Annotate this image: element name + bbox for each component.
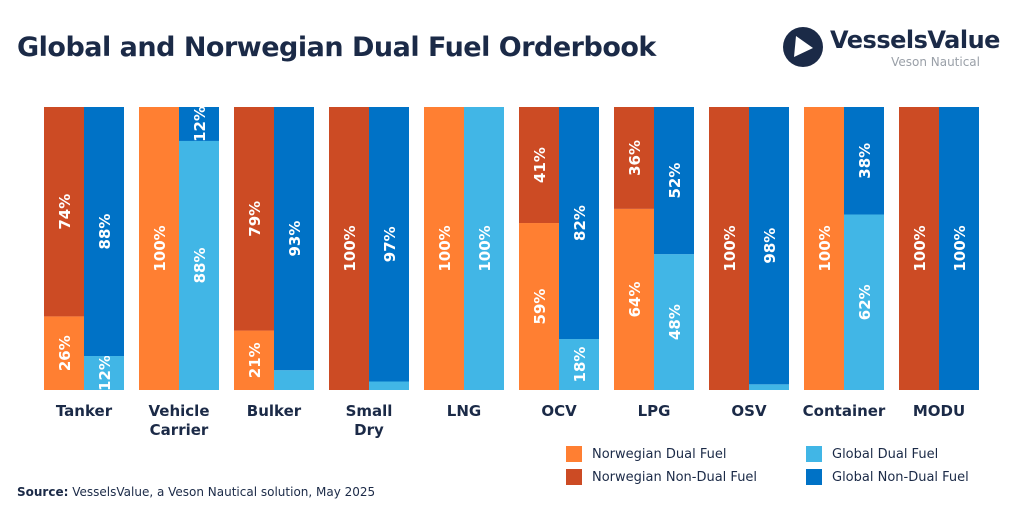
data-label: 48% (666, 304, 684, 340)
category-label: OSV (731, 402, 767, 420)
data-label: 18% (571, 347, 589, 383)
bar-norwegian-dual-fuel (424, 107, 464, 390)
bar-global-dual-fuel (654, 254, 694, 390)
logo-icon (783, 27, 823, 67)
legend-label: Global Non-Dual Fuel (832, 469, 969, 485)
category-label: Vehicle Carrier (148, 402, 210, 439)
legend-swatch (806, 446, 822, 462)
data-label: 100% (436, 225, 454, 271)
data-label: 41% (531, 147, 549, 183)
category-label: Tanker (55, 402, 113, 420)
bar-norwegian-dual-fuel (519, 223, 559, 390)
data-label: 79% (246, 201, 264, 237)
bar-norwegian-non-dual-fuel (899, 107, 939, 390)
data-label: 98% (761, 228, 779, 264)
category-label: Bulker (246, 402, 302, 420)
category-label: LNG (446, 402, 482, 420)
data-label: 36% (626, 140, 644, 176)
data-label: 88% (191, 248, 209, 284)
data-label: 62% (856, 284, 874, 320)
bar-norwegian-dual-fuel (139, 107, 179, 390)
data-label: 97% (381, 226, 399, 262)
category-label: Small Dry (345, 402, 393, 439)
bar-global-non-dual-fuel (654, 107, 694, 255)
data-label: 38% (856, 143, 874, 179)
category-label: LPG (637, 402, 671, 420)
category-label: OCV (541, 402, 577, 420)
bar-global-non-dual-fuel (179, 107, 219, 141)
legend-norwegian-non-dual: Norwegian Non-Dual Fuel (566, 469, 757, 485)
source-note: Source: VesselsValue, a Veson Nautical s… (17, 485, 375, 499)
legend-label: Norwegian Non-Dual Fuel (592, 469, 758, 485)
category-label: Container (802, 402, 886, 420)
bar-global-dual-fuel (369, 381, 409, 390)
legend: Norwegian Dual Fuel Global Dual Fuel Nor… (566, 446, 996, 496)
legend-swatch (566, 446, 582, 462)
source-text: VesselsValue, a Veson Nautical solution,… (72, 485, 376, 499)
logo-subtitle: Veson Nautical (891, 55, 980, 69)
bar-global-non-dual-fuel (274, 107, 314, 371)
bar-norwegian-non-dual-fuel (329, 107, 369, 390)
data-label: 100% (151, 225, 169, 271)
data-label: 12% (96, 355, 114, 391)
data-label: 82% (571, 205, 589, 241)
bar-global-dual-fuel (464, 107, 504, 390)
data-label: 64% (626, 281, 644, 317)
bar-global-dual-fuel (274, 370, 314, 390)
data-label: 88% (96, 214, 114, 250)
bar-norwegian-non-dual-fuel (709, 107, 749, 390)
bar-norwegian-dual-fuel (804, 107, 844, 390)
bar-norwegian-dual-fuel (44, 316, 84, 390)
legend-swatch (806, 469, 822, 485)
bar-global-non-dual-fuel (84, 107, 124, 357)
legend-global-dual: Global Dual Fuel (806, 446, 938, 462)
data-label: 59% (531, 289, 549, 325)
bar-global-dual-fuel (749, 384, 789, 390)
data-label: 100% (476, 225, 494, 271)
bar-global-dual-fuel (559, 339, 599, 390)
logo-name: VesselsValue (830, 26, 1000, 54)
data-label: 12% (191, 106, 209, 142)
bar-norwegian-dual-fuel (614, 208, 654, 390)
bar-global-non-dual-fuel (939, 107, 979, 390)
bar-norwegian-non-dual-fuel (44, 107, 84, 317)
legend-swatch (566, 469, 582, 485)
data-label: 100% (911, 225, 929, 271)
chart-title: Global and Norwegian Dual Fuel Orderbook (17, 32, 656, 63)
bar-norwegian-dual-fuel (234, 330, 274, 390)
bar-norwegian-non-dual-fuel (519, 107, 559, 224)
data-label: 100% (816, 225, 834, 271)
legend-label: Global Dual Fuel (832, 446, 939, 462)
data-label: 74% (56, 194, 74, 230)
bar-norwegian-non-dual-fuel (614, 107, 654, 209)
bar-global-dual-fuel (179, 140, 219, 390)
data-label: 100% (951, 225, 969, 271)
vesselsvalue-logo: VesselsValue Veson Nautical (782, 24, 1000, 74)
data-label: 26% (56, 335, 74, 371)
data-label: 52% (666, 163, 684, 199)
bar-global-dual-fuel (844, 214, 884, 390)
data-label: 93% (286, 221, 304, 257)
data-label: 100% (721, 225, 739, 271)
bar-global-non-dual-fuel (749, 107, 789, 385)
legend-global-non-dual: Global Non-Dual Fuel (806, 469, 969, 485)
source-label: Source: (17, 485, 69, 499)
legend-label: Norwegian Dual Fuel (592, 446, 727, 462)
bar-global-non-dual-fuel (559, 107, 599, 340)
data-label: 21% (246, 342, 264, 378)
bar-global-dual-fuel (84, 356, 124, 390)
bar-global-non-dual-fuel (369, 107, 409, 382)
bar-global-non-dual-fuel (844, 107, 884, 215)
data-label: 100% (341, 225, 359, 271)
legend-norwegian-dual: Norwegian Dual Fuel (566, 446, 726, 462)
bar-norwegian-non-dual-fuel (234, 107, 274, 331)
category-label: MODU (912, 402, 966, 420)
